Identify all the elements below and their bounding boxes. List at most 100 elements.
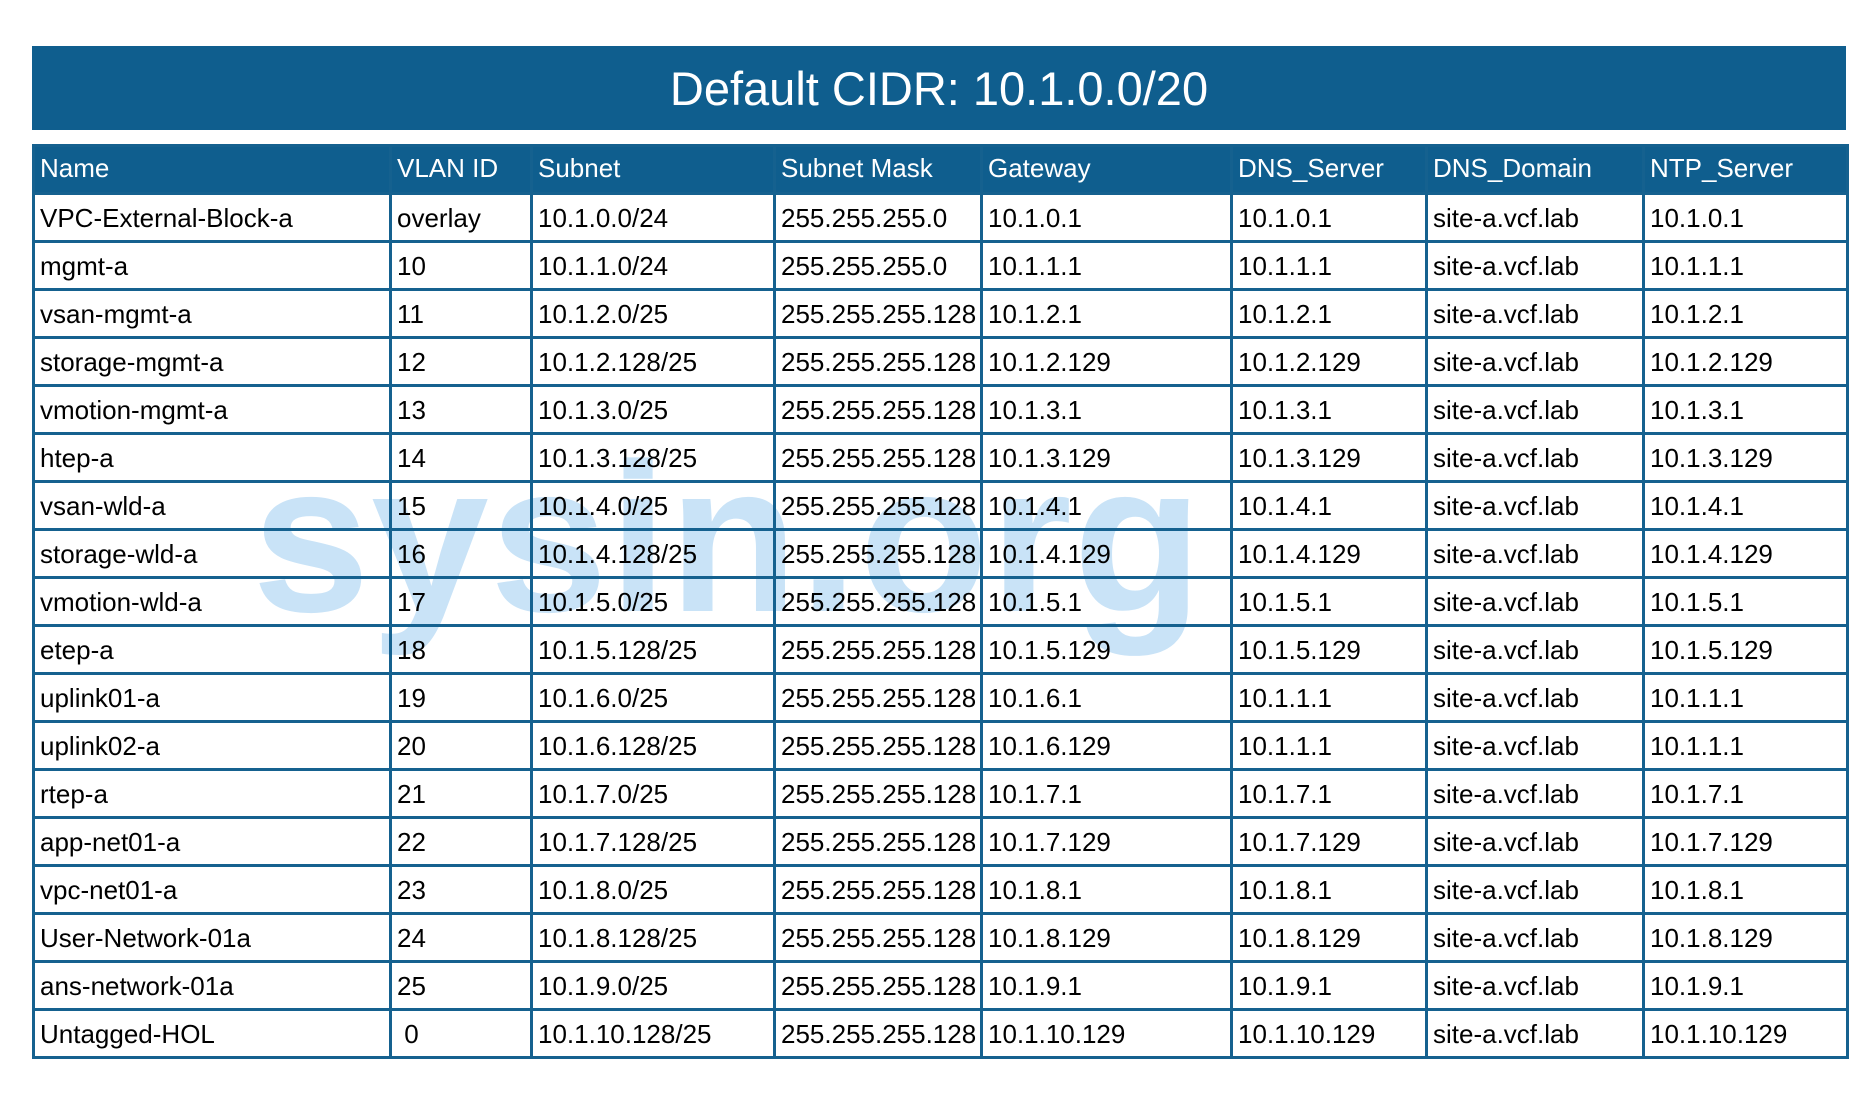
cell-subnet: 10.1.2.128/25 — [530, 336, 776, 387]
cell-dns-domain: site-a.vcf.lab — [1425, 1008, 1645, 1059]
cell-name: vmotion-wld-a — [32, 576, 392, 627]
cell-ntp-server: 10.1.1.1 — [1642, 240, 1849, 291]
cell-name: uplink01-a — [32, 672, 392, 723]
cell-gateway: 10.1.6.129 — [980, 720, 1233, 771]
cell-subnet-mask: 255.255.255.128 — [773, 816, 983, 867]
cell-gateway: 10.1.7.1 — [980, 768, 1233, 819]
cell-dns-server: 10.1.1.1 — [1230, 720, 1428, 771]
cell-name: vsan-wld-a — [32, 480, 392, 531]
cell-vlan-id: 12 — [389, 336, 533, 387]
cell-name: Untagged-HOL — [32, 1008, 392, 1059]
table-row: VPC-External-Block-a overlay 10.1.0.0/24 25… — [32, 192, 1849, 243]
cell-subnet: 10.1.8.128/25 — [530, 912, 776, 963]
cell-ntp-server: 10.1.8.1 — [1642, 864, 1849, 915]
cell-dns-domain: site-a.vcf.lab — [1425, 624, 1645, 675]
table-row: vsan-mgmt-a 11 10.1.2.0/25 255.255.255.128 1… — [32, 288, 1849, 339]
cell-gateway: 10.1.3.1 — [980, 384, 1233, 435]
cell-gateway: 10.1.1.1 — [980, 240, 1233, 291]
cell-vlan-id: 19 — [389, 672, 533, 723]
cell-subnet: 10.1.6.0/25 — [530, 672, 776, 723]
cell-gateway: 10.1.7.129 — [980, 816, 1233, 867]
cell-dns-domain: site-a.vcf.lab — [1425, 480, 1645, 531]
cell-subnet-mask: 255.255.255.128 — [773, 336, 983, 387]
cell-subnet: 10.1.3.128/25 — [530, 432, 776, 483]
cell-dns-server: 10.1.3.129 — [1230, 432, 1428, 483]
cell-dns-server: 10.1.9.1 — [1230, 960, 1428, 1011]
cell-vlan-id: 18 — [389, 624, 533, 675]
column-header-subnet-mask: Subnet Mask — [773, 144, 983, 195]
cell-vlan-id: 11 — [389, 288, 533, 339]
cell-vlan-id: overlay — [389, 192, 533, 243]
cell-ntp-server: 10.1.3.129 — [1642, 432, 1849, 483]
cell-dns-domain: site-a.vcf.lab — [1425, 192, 1645, 243]
cell-dns-domain: site-a.vcf.lab — [1425, 288, 1645, 339]
cell-vlan-id: 21 — [389, 768, 533, 819]
cell-dns-server: 10.1.1.1 — [1230, 240, 1428, 291]
cell-dns-domain: site-a.vcf.lab — [1425, 816, 1645, 867]
cell-subnet: 10.1.4.128/25 — [530, 528, 776, 579]
cell-ntp-server: 10.1.8.129 — [1642, 912, 1849, 963]
cell-subnet-mask: 255.255.255.128 — [773, 624, 983, 675]
table-row: htep-a 14 10.1.3.128/25 255.255.255.128 10.1… — [32, 432, 1849, 483]
cell-gateway: 10.1.8.1 — [980, 864, 1233, 915]
cell-subnet: 10.1.7.0/25 — [530, 768, 776, 819]
cell-dns-domain: site-a.vcf.lab — [1425, 384, 1645, 435]
cell-ntp-server: 10.1.4.129 — [1642, 528, 1849, 579]
cell-gateway: 10.1.3.129 — [980, 432, 1233, 483]
cell-vlan-id: 0 — [389, 1008, 533, 1059]
cell-vlan-id: 10 — [389, 240, 533, 291]
cell-dns-domain: site-a.vcf.lab — [1425, 768, 1645, 819]
cell-dns-server: 10.1.1.1 — [1230, 672, 1428, 723]
cell-subnet: 10.1.5.128/25 — [530, 624, 776, 675]
cell-ntp-server: 10.1.1.1 — [1642, 720, 1849, 771]
cell-ntp-server: 10.1.3.1 — [1642, 384, 1849, 435]
table-row: ans-network-01a 25 10.1.9.0/25 255.255.255.… — [32, 960, 1849, 1011]
cell-ntp-server: 10.1.10.129 — [1642, 1008, 1849, 1059]
cell-vlan-id: 23 — [389, 864, 533, 915]
cell-subnet: 10.1.5.0/25 — [530, 576, 776, 627]
cell-gateway: 10.1.6.1 — [980, 672, 1233, 723]
cell-name: etep-a — [32, 624, 392, 675]
cell-subnet: 10.1.2.0/25 — [530, 288, 776, 339]
header-row: Name VLAN ID Subnet Subnet Mask Gateway DNS_S… — [32, 144, 1849, 195]
cell-vlan-id: 13 — [389, 384, 533, 435]
cell-dns-domain: site-a.vcf.lab — [1425, 720, 1645, 771]
cell-subnet-mask: 255.255.255.0 — [773, 192, 983, 243]
cell-subnet-mask: 255.255.255.128 — [773, 576, 983, 627]
cell-name: mgmt-a — [32, 240, 392, 291]
cell-dns-server: 10.1.8.1 — [1230, 864, 1428, 915]
cell-subnet-mask: 255.255.255.128 — [773, 768, 983, 819]
cell-ntp-server: 10.1.9.1 — [1642, 960, 1849, 1011]
cell-vlan-id: 17 — [389, 576, 533, 627]
table-row: vmotion-mgmt-a 13 10.1.3.0/25 255.255.255.1… — [32, 384, 1849, 435]
cell-subnet-mask: 255.255.255.128 — [773, 960, 983, 1011]
cell-name: VPC-External-Block-a — [32, 192, 392, 243]
cell-vlan-id: 20 — [389, 720, 533, 771]
cell-gateway: 10.1.4.129 — [980, 528, 1233, 579]
table-row: User-Network-01a 24 10.1.8.128/25 255.255.2… — [32, 912, 1849, 963]
table-row: app-net01-a 22 10.1.7.128/25 255.255.255.12… — [32, 816, 1849, 867]
table-row: vsan-wld-a 15 10.1.4.0/25 255.255.255.128 10… — [32, 480, 1849, 531]
table-row: rtep-a 21 10.1.7.0/25 255.255.255.128 10.1.7… — [32, 768, 1849, 819]
cell-subnet-mask: 255.255.255.128 — [773, 864, 983, 915]
column-header-ntp-server: NTP_Server — [1642, 144, 1849, 195]
cell-subnet-mask: 255.255.255.128 — [773, 528, 983, 579]
cell-subnet-mask: 255.255.255.128 — [773, 480, 983, 531]
cell-name: vpc-net01-a — [32, 864, 392, 915]
title-banner: Default CIDR: 10.1.0.0/20 — [32, 46, 1846, 130]
cell-name: htep-a — [32, 432, 392, 483]
cell-subnet-mask: 255.255.255.128 — [773, 1008, 983, 1059]
cell-dns-server: 10.1.7.1 — [1230, 768, 1428, 819]
cell-ntp-server: 10.1.0.1 — [1642, 192, 1849, 243]
cell-dns-domain: site-a.vcf.lab — [1425, 912, 1645, 963]
cell-dns-domain: site-a.vcf.lab — [1425, 576, 1645, 627]
cell-dns-server: 10.1.4.129 — [1230, 528, 1428, 579]
column-header-dns-domain: DNS_Domain — [1425, 144, 1645, 195]
cell-gateway: 10.1.4.1 — [980, 480, 1233, 531]
cell-dns-server: 10.1.5.129 — [1230, 624, 1428, 675]
cell-name: storage-mgmt-a — [32, 336, 392, 387]
cell-ntp-server: 10.1.2.129 — [1642, 336, 1849, 387]
cell-name: ans-network-01a — [32, 960, 392, 1011]
cell-vlan-id: 22 — [389, 816, 533, 867]
